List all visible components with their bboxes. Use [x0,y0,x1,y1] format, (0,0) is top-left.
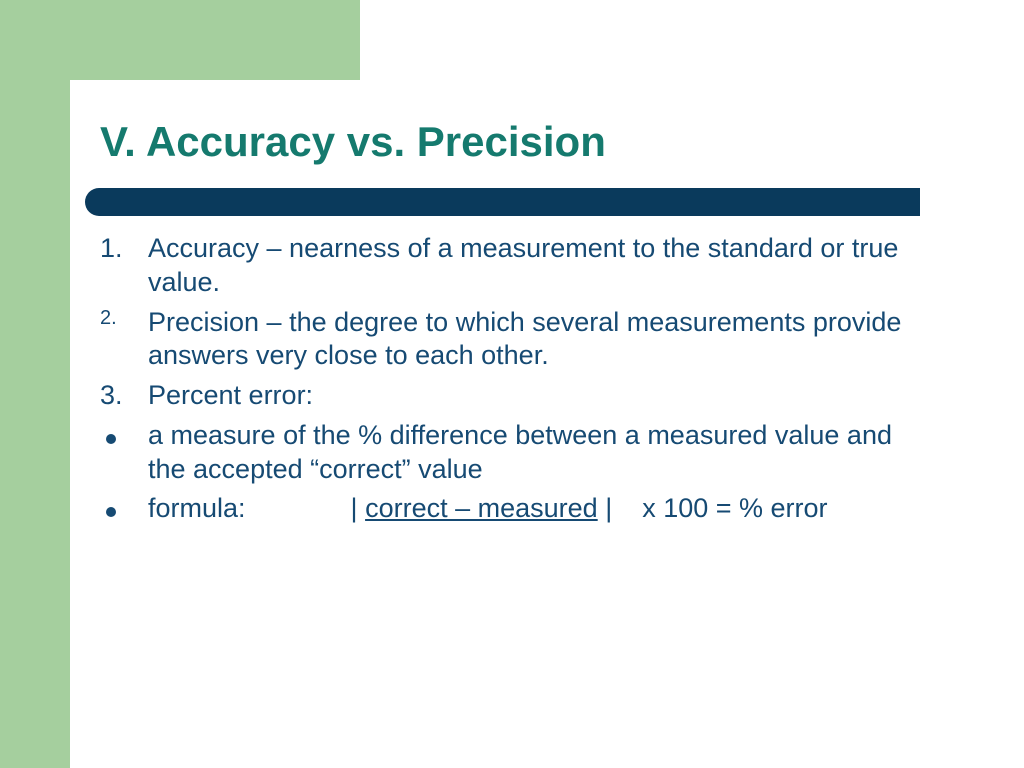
bullet-icon [100,492,148,526]
list-item: formula: | correct – measured | x 100 = … [100,492,930,526]
formula-prefix: formula: | [148,493,365,523]
formula-underlined: correct – measured [365,493,598,523]
bullet-icon [100,419,148,487]
item-marker: 1. [100,232,148,300]
item-text: a measure of the % difference between a … [148,419,930,487]
left-green-band [0,0,70,768]
title-underline-bar [85,188,920,216]
item-text: Percent error: [148,379,930,413]
list-item: 1. Accuracy – nearness of a measurement … [100,232,930,300]
list-item: 2. Precision – the degree to which sever… [100,306,930,374]
top-green-block [70,0,360,80]
list-item: a measure of the % difference between a … [100,419,930,487]
item-marker: 2. [100,306,148,374]
formula-text: formula: | correct – measured | x 100 = … [148,492,1024,526]
formula-suffix: | x 100 = % error correct [598,493,1024,523]
list-item: 3. Percent error: [100,379,930,413]
item-marker: 3. [100,379,148,413]
slide-title: V. Accuracy vs. Precision [100,118,606,166]
item-text: Accuracy – nearness of a measurement to … [148,232,930,300]
slide-body: 1. Accuracy – nearness of a measurement … [100,232,930,532]
item-text: Precision – the degree to which several … [148,306,930,374]
